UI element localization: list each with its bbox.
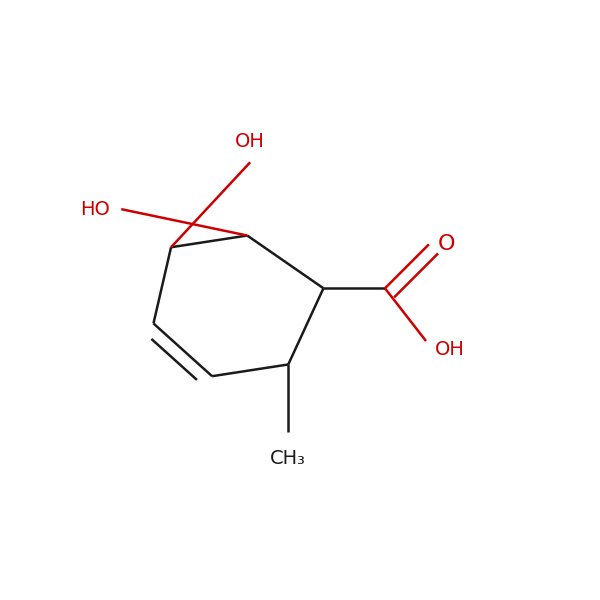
Text: HO: HO xyxy=(80,200,110,218)
Text: OH: OH xyxy=(435,340,464,359)
Text: CH₃: CH₃ xyxy=(271,449,306,469)
Text: OH: OH xyxy=(235,131,265,151)
Text: O: O xyxy=(438,235,455,254)
